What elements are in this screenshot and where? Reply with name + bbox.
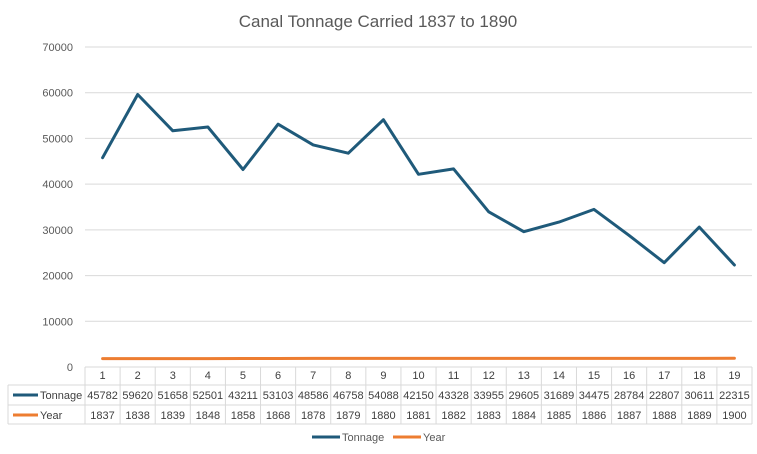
x-category-label: 5 — [240, 370, 246, 382]
x-category-label: 19 — [728, 370, 740, 382]
table-cell: 1887 — [617, 410, 641, 422]
legend-label: Tonnage — [342, 432, 384, 444]
x-category-label: 18 — [693, 370, 705, 382]
table-row-label: Year — [40, 410, 63, 422]
table-cell: 43211 — [228, 390, 258, 402]
table-cell: 29605 — [509, 390, 540, 402]
table-cell: 54088 — [368, 390, 399, 402]
x-category-label: 8 — [345, 370, 351, 382]
y-tick-label: 20000 — [42, 271, 73, 283]
x-category-label: 7 — [310, 370, 316, 382]
gridlines — [85, 46, 752, 322]
y-tick-label: 10000 — [42, 316, 73, 328]
table-cell: 1881 — [406, 410, 430, 422]
y-axis-ticks: 70000 60000 50000 40000 30000 20000 10000 0 — [42, 42, 73, 374]
table-cell: 22807 — [649, 390, 680, 402]
x-category-label: 15 — [588, 370, 600, 382]
y-tick-label: 60000 — [42, 88, 73, 100]
y-tick-label: 50000 — [42, 133, 73, 145]
table-cell: 52501 — [193, 390, 224, 402]
table-cell: 1883 — [476, 410, 500, 422]
x-category-label: 2 — [135, 370, 141, 382]
table-cell: 34475 — [579, 390, 610, 402]
table-cell: 1889 — [687, 410, 711, 422]
y-tick-label: 70000 — [42, 42, 73, 54]
table-cell: 1837 — [90, 410, 114, 422]
table-cell: 1839 — [161, 410, 185, 422]
table-cell: 45782 — [87, 390, 118, 402]
table-cell: 1868 — [266, 410, 290, 422]
x-category-label: 6 — [275, 370, 281, 382]
x-category-label: 14 — [553, 370, 565, 382]
series-lines — [101, 93, 736, 361]
table-cell: 1858 — [231, 410, 255, 422]
table-cell: 1880 — [371, 410, 395, 422]
table-cell: 1882 — [441, 410, 465, 422]
table-cell: 1879 — [336, 410, 360, 422]
chart-title: Canal Tonnage Carried 1837 to 1890 — [239, 12, 518, 31]
y-tick-label: 0 — [67, 362, 73, 374]
table-cell: 1886 — [582, 410, 606, 422]
table-cell: 33955 — [473, 390, 504, 402]
table-cell: 1885 — [547, 410, 571, 422]
table-cell: 1888 — [652, 410, 676, 422]
x-category-label: 9 — [380, 370, 386, 382]
table-cell: 48586 — [298, 390, 329, 402]
x-category-label: 11 — [448, 370, 459, 382]
table-cell: 1884 — [512, 410, 536, 422]
x-category-label: 4 — [205, 370, 211, 382]
x-category-label: 17 — [658, 370, 670, 382]
table-cell: 1838 — [125, 410, 149, 422]
table-cell: 53103 — [263, 390, 294, 402]
table-cell: 43328 — [438, 390, 469, 402]
table-cell: 1878 — [301, 410, 325, 422]
legend-label: Year — [423, 432, 446, 444]
x-category-label: 13 — [518, 370, 530, 382]
table-cell: 1900 — [722, 410, 746, 422]
x-category-label: 3 — [170, 370, 176, 382]
table-cell: 22315 — [719, 390, 750, 402]
table-cell: 51658 — [157, 390, 188, 402]
table-cell: 28784 — [614, 390, 645, 402]
table-row-label: Tonnage — [40, 390, 82, 402]
y-tick-label: 30000 — [42, 225, 73, 237]
table-cell: 1848 — [196, 410, 220, 422]
x-category-label: 12 — [483, 370, 495, 382]
table-cell: 42150 — [403, 390, 434, 402]
y-tick-label: 40000 — [42, 179, 73, 191]
legend: Tonnage Year — [312, 432, 446, 444]
series-line-tonnage — [101, 93, 736, 267]
x-category-label: 10 — [412, 370, 424, 382]
table-cell: 31689 — [544, 390, 575, 402]
table-cell: 59620 — [122, 390, 153, 402]
table-cell: 30611 — [684, 390, 714, 402]
x-category-label: 1 — [99, 370, 105, 382]
table-cell: 46758 — [333, 390, 364, 402]
x-category-label: 16 — [623, 370, 635, 382]
